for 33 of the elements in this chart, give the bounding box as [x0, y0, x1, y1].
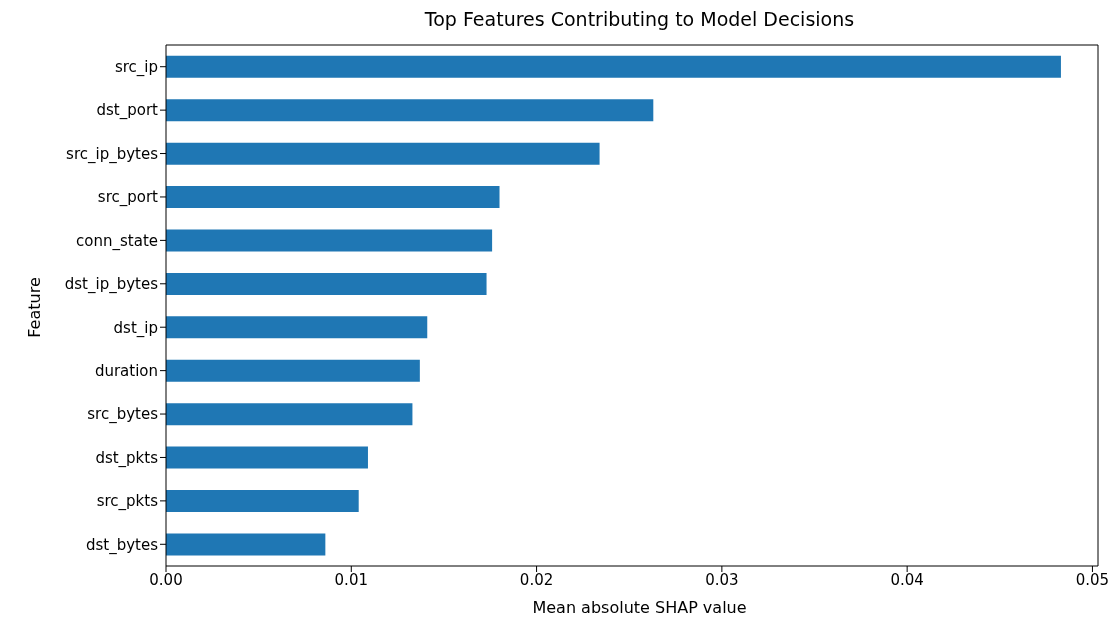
bar — [166, 272, 487, 295]
x-tick-label: 0.02 — [519, 570, 554, 589]
y-tick-label: dst_pkts — [95, 448, 159, 468]
y-tick-label: dst_bytes — [85, 535, 159, 555]
bar — [166, 186, 500, 209]
x-tick-label: 0.03 — [705, 570, 739, 589]
bar — [166, 359, 420, 382]
bar — [166, 99, 654, 122]
bar — [166, 316, 428, 339]
bar — [166, 403, 413, 426]
y-tick-label: src_ip_bytes — [66, 144, 159, 164]
x-tick-label: 0.01 — [334, 570, 368, 589]
chart-title: Top Features Contributing to Model Decisions — [423, 8, 856, 30]
y-tick-label: src_pkts — [96, 492, 159, 512]
y-tick-label: dst_ip — [113, 318, 158, 338]
y-tick-label: dst_ip_bytes — [64, 275, 159, 295]
bar — [166, 55, 1061, 78]
y-tick-label: dst_port — [96, 101, 159, 121]
bar — [166, 142, 600, 165]
y-tick-label: src_port — [97, 188, 159, 208]
x-axis-title: Mean absolute SHAP value — [531, 598, 748, 617]
bar — [166, 533, 326, 556]
y-tick-label: conn_state — [76, 231, 158, 251]
y-tick-label: duration — [94, 361, 158, 380]
bar — [166, 229, 493, 252]
y-axis-title: Feature — [24, 277, 44, 338]
x-tick-label: 0.04 — [890, 570, 924, 589]
bar — [166, 446, 368, 469]
x-tick-label: 0.05 — [1075, 570, 1110, 589]
bar — [166, 490, 359, 513]
x-tick-label: 0.00 — [149, 570, 183, 589]
y-tick-label: src_bytes — [87, 405, 159, 425]
y-tick-label: src_ip — [114, 58, 158, 78]
